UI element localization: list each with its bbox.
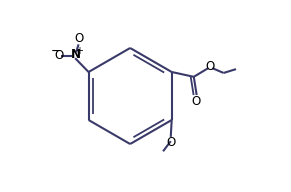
Text: O: O <box>191 95 200 108</box>
Text: −: − <box>50 45 61 58</box>
Text: O: O <box>74 32 84 46</box>
Text: O: O <box>206 60 215 73</box>
Text: O: O <box>166 136 175 149</box>
Text: N: N <box>71 48 81 61</box>
Text: O: O <box>55 49 64 62</box>
Text: +: + <box>75 46 83 56</box>
